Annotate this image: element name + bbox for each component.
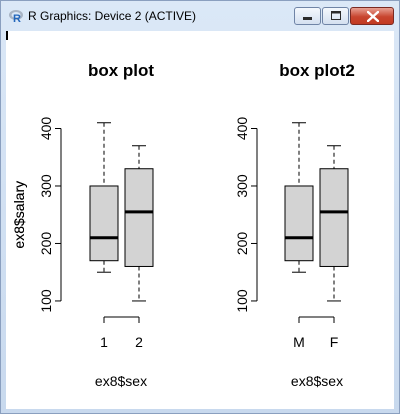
iqr-box: [319, 168, 349, 267]
x-tick-label: F: [330, 334, 339, 350]
chart-title: box plot: [88, 61, 154, 80]
y-axis-label: ex8$salary: [11, 181, 27, 249]
x-tick-label: 1: [100, 334, 108, 350]
close-button[interactable]: [350, 7, 394, 25]
x-tick-label: 2: [135, 334, 143, 350]
iqr-box: [284, 185, 314, 262]
minimize-icon: [303, 17, 312, 20]
x-axis-label: ex8$sex: [95, 373, 147, 389]
x-axis-label: ex8$sex: [291, 373, 343, 389]
y-axis-label: ex8$salary: [11, 181, 27, 249]
maximize-button[interactable]: [322, 7, 349, 25]
boxplot-panel-1: box plot 100 200 300 400 ex8$salary 1 2 ex8$sex: [11, 61, 154, 389]
y-tick-label: 300: [234, 174, 250, 198]
svg-text:R: R: [13, 13, 21, 24]
text-cursor: [6, 31, 8, 40]
iqr-box: [124, 168, 154, 267]
window-title: R Graphics: Device 2 (ACTIVE): [28, 9, 197, 23]
plot-area: box plot 100 200 300 400 ex8$salary 1 2 ex8$sex …: [6, 31, 394, 409]
box-F: [319, 145, 349, 302]
y-tick-label: 100: [38, 289, 54, 313]
y-tick-label: 200: [234, 232, 250, 256]
y-tick-label: 100: [234, 289, 250, 313]
y-tick-label: 400: [38, 117, 54, 141]
chart-title: box plot2: [279, 61, 355, 80]
title-bar[interactable]: R R Graphics: Device 2 (ACTIVE): [1, 1, 399, 31]
y-tick-label: 300: [38, 174, 54, 198]
close-icon: [367, 11, 379, 22]
minimize-button[interactable]: [294, 7, 321, 25]
box-2: [124, 145, 154, 302]
box-M: [284, 122, 314, 273]
r-logo-icon: R: [9, 10, 23, 24]
maximize-icon: [331, 11, 341, 20]
x-tick-label: M: [293, 334, 305, 350]
y-tick-label: 200: [38, 232, 54, 256]
box-1: [89, 122, 119, 273]
iqr-box: [89, 185, 119, 262]
y-tick-label: 400: [234, 117, 250, 141]
